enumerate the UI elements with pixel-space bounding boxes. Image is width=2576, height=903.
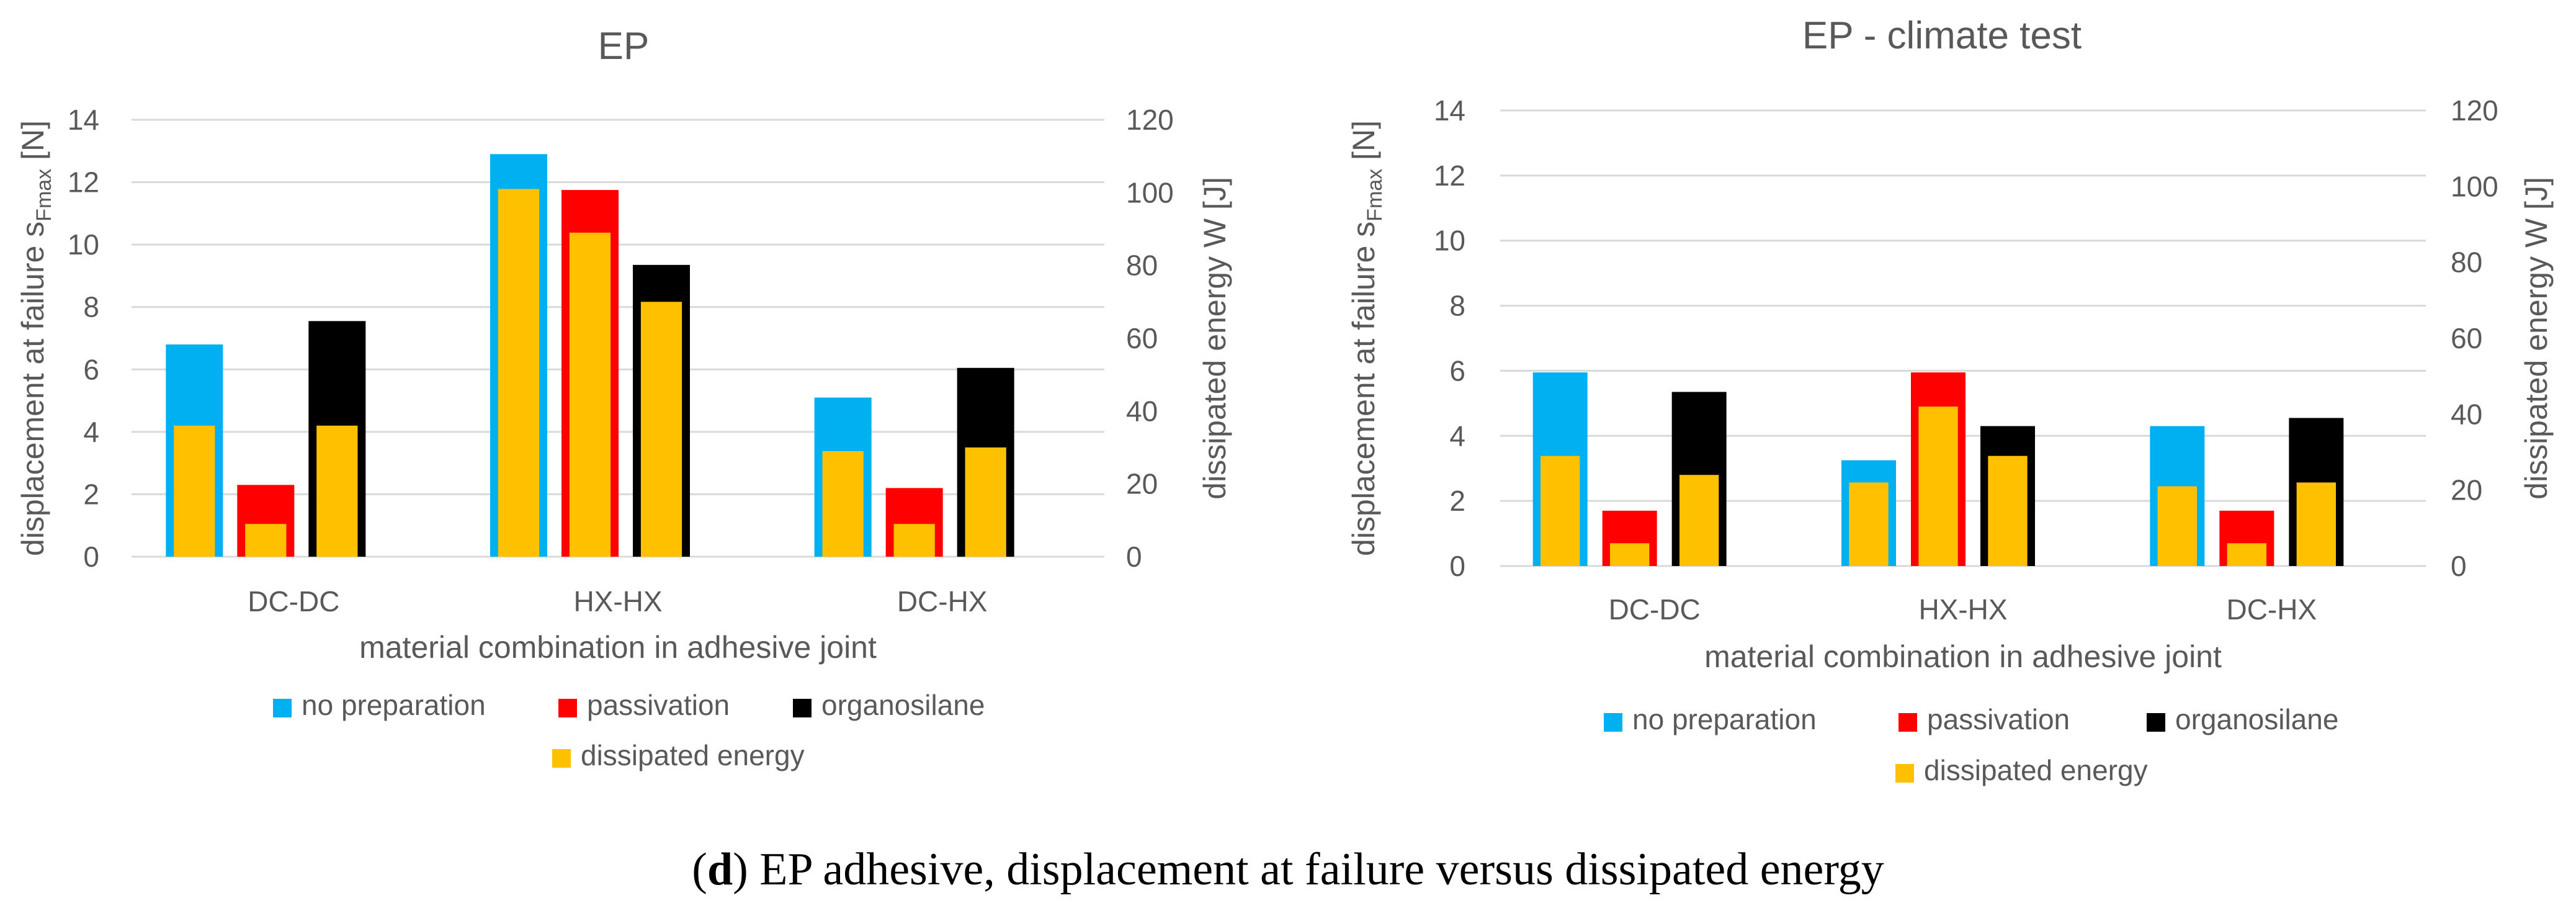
chart-1-y2-tick-label: 120	[2451, 94, 2498, 127]
chart-1-bar-dissipated-energy-no-preparation-dc-hx	[2157, 486, 2198, 566]
chart-0-bar-dissipated-energy-passivation-dc-dc	[245, 524, 287, 557]
chart-0-x-axis-label: material combination in adhesive joint	[359, 630, 877, 665]
chart-1-y-tick-label: 10	[1434, 225, 1465, 257]
chart-0-y-axis-label-main: displacement at failure s	[16, 222, 50, 556]
chart-1-y-tick-label: 12	[1434, 159, 1465, 192]
chart-0-legend-swatch-passivation	[558, 699, 577, 717]
chart-1-bar-dissipated-energy-organosilane-dc-hx	[2296, 482, 2337, 566]
figure-caption: (d) EP adhesive, displacement at failure…	[692, 844, 1884, 895]
chart-1-x-tick-label: DC-HX	[2226, 593, 2317, 626]
chart-1-x-tick-label: DC-DC	[1609, 593, 1701, 626]
chart-1-y2-tick-label: 0	[2451, 550, 2467, 582]
chart-0-y-tick-label: 10	[68, 228, 99, 261]
chart-0-y-axis-label: displacement at failure sFmax [N]	[16, 120, 56, 556]
caption-prefix: (	[692, 844, 707, 895]
chart-1-y2-tick-label: 40	[2451, 398, 2482, 430]
chart-1-y2-tick-label: 60	[2451, 322, 2482, 354]
chart-0-y-tick-label: 14	[68, 104, 99, 136]
chart-0-bar-dissipated-energy-passivation-dc-hx	[893, 524, 935, 557]
chart-0-legend-label-passivation: passivation	[587, 689, 730, 721]
chart-1-legend-swatch-passivation	[1898, 713, 1917, 732]
chart-1-title: EP - climate test	[1802, 14, 2082, 57]
chart-1-x-tick-label: HX-HX	[1918, 593, 2007, 626]
chart-1-bar-dissipated-energy-organosilane-dc-dc	[1679, 475, 1719, 566]
chart-0-bar-dissipated-energy-passivation-hx-hx	[569, 232, 611, 557]
chart-1-bar-dissipated-energy-organosilane-hx-hx	[1988, 456, 2028, 566]
chart-0-y-axis-label-sub: Fmax	[32, 169, 56, 222]
chart-1-y2-tick-label: 80	[2451, 246, 2482, 279]
chart-1-y-tick-label: 4	[1449, 420, 1465, 452]
chart-1-legend-label-passivation: passivation	[1927, 703, 2070, 735]
chart-1-bar-dissipated-energy-no-preparation-dc-dc	[1540, 456, 1580, 566]
chart-0-legend-label-no-preparation: no preparation	[302, 689, 486, 721]
chart-0-legend-swatch-organosilane	[793, 699, 812, 717]
chart-1-bar-dissipated-energy-passivation-hx-hx	[1918, 407, 1958, 566]
chart-1-y-tick-label: 0	[1449, 550, 1465, 582]
chart-0-y-tick-label: 6	[83, 353, 99, 385]
chart-1-bar-dissipated-energy-passivation-dc-hx	[2227, 543, 2267, 566]
caption-letter: d	[707, 844, 733, 895]
chart-0-y2-tick-label: 0	[1126, 541, 1142, 573]
chart-ep-climate-test: EP - climate test 0 2 4 6 8 10 12 14 0 20 40 60 80 100…	[1346, 14, 2554, 786]
chart-0-y2-tick-label: 80	[1126, 249, 1158, 282]
chart-1-y-tick-label: 14	[1434, 94, 1465, 127]
chart-0-bar-dissipated-energy-organosilane-dc-hx	[965, 447, 1006, 557]
chart-0-legend-label-dissipated-energy: dissipated energy	[581, 739, 805, 771]
chart-0-y-tick-label: 4	[83, 416, 99, 448]
chart-0-legend-swatch-dissipated-energy	[552, 749, 571, 768]
chart-0-y2-tick-label: 60	[1126, 322, 1158, 354]
caption-text: ) EP adhesive, displacement at failure v…	[733, 844, 1884, 895]
chart-1-y2-axis-label: dissipated energy W [J]	[2519, 177, 2554, 500]
chart-1-legend-swatch-organosilane	[2147, 713, 2165, 732]
chart-0-y-axis-label-tail: [N]	[16, 120, 50, 169]
chart-0-x-tick-label: DC-HX	[897, 585, 988, 618]
chart-1-legend-label-no-preparation: no preparation	[1632, 703, 1817, 735]
chart-0-y2-tick-label: 20	[1126, 468, 1158, 500]
chart-1-y-axis-label: displacement at failure sFmax [N]	[1346, 120, 1387, 556]
chart-1-legend-swatch-no-preparation	[1604, 713, 1622, 732]
chart-0-legend-swatch-no-preparation	[273, 699, 292, 717]
chart-0-bar-dissipated-energy-no-preparation-hx-hx	[498, 189, 540, 557]
chart-1-y-axis-label-sub: Fmax	[1363, 169, 1387, 222]
chart-1-y-axis-label-tail: [N]	[1346, 120, 1381, 169]
chart-0-y-tick-label: 8	[83, 291, 99, 323]
chart-1-y-tick-label: 8	[1449, 290, 1465, 322]
chart-0-bar-dissipated-energy-no-preparation-dc-dc	[174, 425, 215, 557]
chart-1-bar-dissipated-energy-no-preparation-hx-hx	[1849, 482, 1889, 566]
chart-1-x-axis-label: material combination in adhesive joint	[1704, 639, 2222, 674]
chart-0-y-tick-label: 12	[68, 166, 99, 199]
chart-1-y2-tick-label: 20	[2451, 474, 2482, 506]
chart-0-bar-dissipated-energy-no-preparation-dc-hx	[822, 451, 864, 557]
chart-ep: EP 0 2 4 6 8 10 12 14 0 20 40 60 80 100 120 displacement…	[16, 25, 1232, 771]
chart-0-y2-tick-label: 100	[1126, 176, 1174, 209]
chart-1-y-axis-label-main: displacement at failure s	[1346, 222, 1381, 556]
chart-1-y-tick-label: 6	[1449, 354, 1465, 387]
chart-0-title: EP	[598, 25, 650, 68]
chart-1-y-tick-label: 2	[1449, 485, 1465, 517]
chart-0-y2-tick-label: 120	[1126, 104, 1174, 136]
chart-0-y2-axis-label: dissipated energy W [J]	[1197, 177, 1232, 500]
chart-0-y2-tick-label: 40	[1126, 395, 1158, 427]
chart-1-y2-tick-label: 100	[2451, 170, 2498, 202]
chart-0-y-tick-label: 2	[83, 478, 99, 510]
chart-1-legend-swatch-dissipated-energy	[1895, 764, 1914, 783]
chart-1-legend-label-dissipated-energy: dissipated energy	[1924, 754, 2148, 786]
chart-1-bar-dissipated-energy-passivation-dc-dc	[1609, 543, 1650, 566]
chart-0-y-tick-label: 0	[83, 541, 99, 573]
chart-0-x-tick-label: HX-HX	[573, 585, 662, 618]
chart-0-x-tick-label: DC-DC	[248, 585, 339, 618]
chart-1-legend-label-organosilane: organosilane	[2175, 703, 2338, 735]
chart-0-bar-dissipated-energy-organosilane-hx-hx	[640, 302, 682, 557]
chart-0-bar-dissipated-energy-organosilane-dc-dc	[316, 425, 358, 557]
chart-0-legend-label-organosilane: organosilane	[821, 689, 985, 721]
